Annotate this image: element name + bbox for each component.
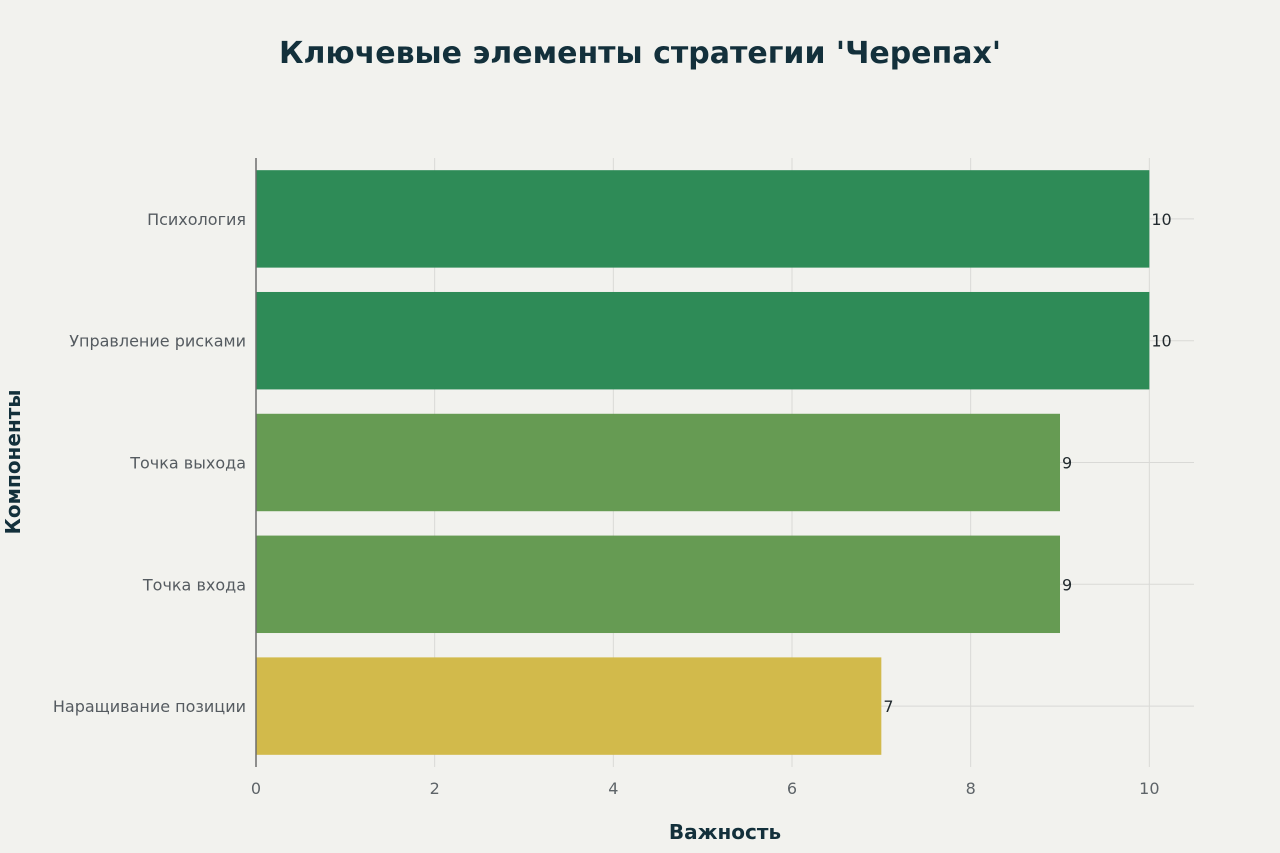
chart-title: Ключевые элементы стратегии 'Черепах' xyxy=(279,36,1001,71)
data-label: 7 xyxy=(883,697,893,716)
data-label: 10 xyxy=(1151,210,1171,229)
y-axis-title: Компоненты xyxy=(1,390,25,535)
x-tick-label: 4 xyxy=(608,779,618,798)
category-label: Управление рисками xyxy=(69,332,246,351)
bar xyxy=(256,536,1060,633)
x-tick-label: 10 xyxy=(1139,779,1159,798)
data-label: 9 xyxy=(1062,454,1072,473)
bar xyxy=(256,657,881,754)
x-tick-label: 6 xyxy=(787,779,797,798)
x-tick-label: 0 xyxy=(251,779,261,798)
category-label: Точка входа xyxy=(142,575,246,594)
bar xyxy=(256,292,1149,389)
category-label: Психология xyxy=(147,210,246,229)
data-label: 10 xyxy=(1151,332,1171,351)
bar xyxy=(256,170,1149,267)
category-label: Точка выхода xyxy=(129,454,246,473)
category-label: Наращивание позиции xyxy=(53,697,246,716)
x-tick-label: 2 xyxy=(430,779,440,798)
data-label: 9 xyxy=(1062,575,1072,594)
bars xyxy=(256,170,1149,755)
x-tick-label: 8 xyxy=(966,779,976,798)
bar xyxy=(256,414,1060,511)
x-axis-title: Важность xyxy=(669,820,781,844)
